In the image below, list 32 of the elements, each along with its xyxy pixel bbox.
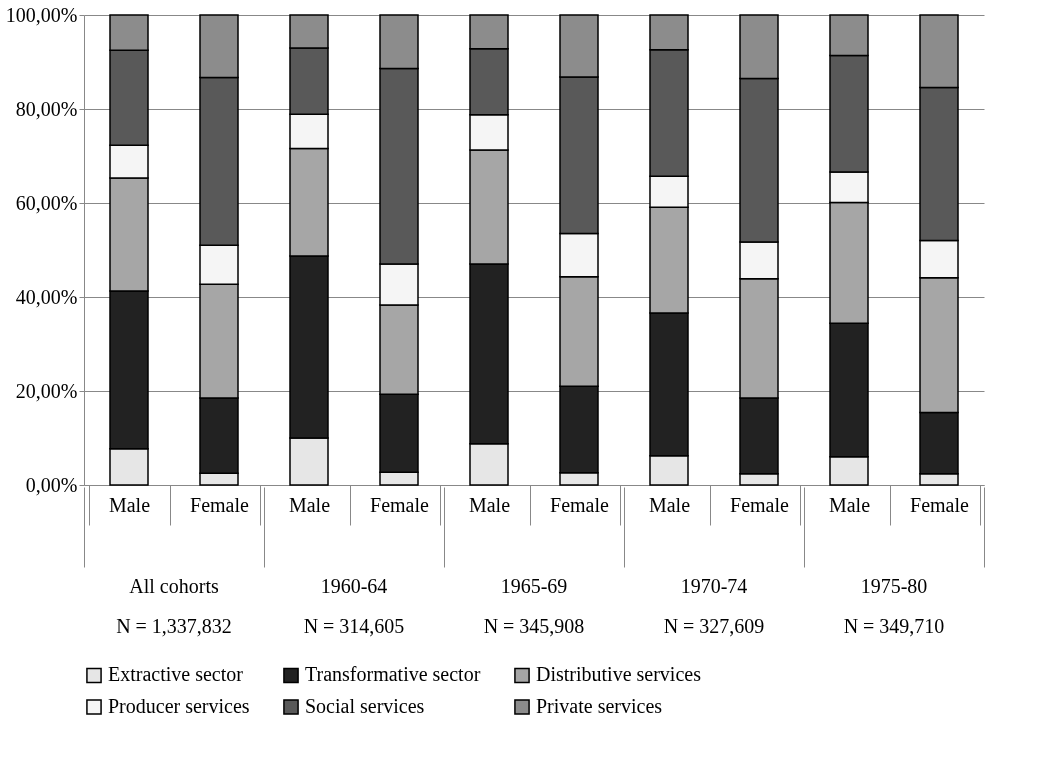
y-tick-label: 60,00% (15, 191, 78, 214)
legend-label: Social services (305, 695, 425, 717)
y-tick-label: 40,00% (15, 285, 78, 308)
legend-label: Producer services (108, 695, 250, 717)
y-tick-label: 0,00% (25, 473, 78, 496)
y-tick-label: 20,00% (15, 379, 78, 402)
text: N = 327,609 (663, 615, 765, 637)
text: N = 349,710 (843, 615, 945, 637)
text: 1965-69 (500, 575, 568, 597)
text: N = 314,605 (303, 615, 405, 637)
text: N = 345,908 (483, 615, 585, 637)
text: 1975-80 (860, 575, 928, 597)
x-tick-label: Male (108, 493, 151, 516)
text: 1970-74 (680, 575, 748, 597)
x-tick-label: Female (370, 493, 430, 516)
text: N = 1,337,832 (116, 615, 232, 637)
text: 1960-64 (320, 575, 388, 597)
text: All cohorts (129, 575, 219, 597)
legend-label: Distributive services (536, 663, 702, 686)
x-tick-label: Male (468, 493, 511, 516)
y-tick-label: 80,00% (15, 97, 78, 120)
x-tick-label: Female (730, 493, 790, 516)
x-tick-label: Male (828, 493, 871, 516)
legend-label: Transformative sector (305, 663, 481, 686)
x-tick-label: Female (550, 493, 610, 516)
y-tick-label: 100,00% (5, 3, 78, 26)
legend-label: Extractive sector (108, 663, 244, 686)
x-tick-label: Male (648, 493, 691, 516)
x-tick-label: Female (190, 493, 250, 516)
x-tick-label: Female (910, 493, 970, 516)
x-tick-label: Male (288, 493, 331, 516)
legend-label: Private services (536, 695, 663, 717)
